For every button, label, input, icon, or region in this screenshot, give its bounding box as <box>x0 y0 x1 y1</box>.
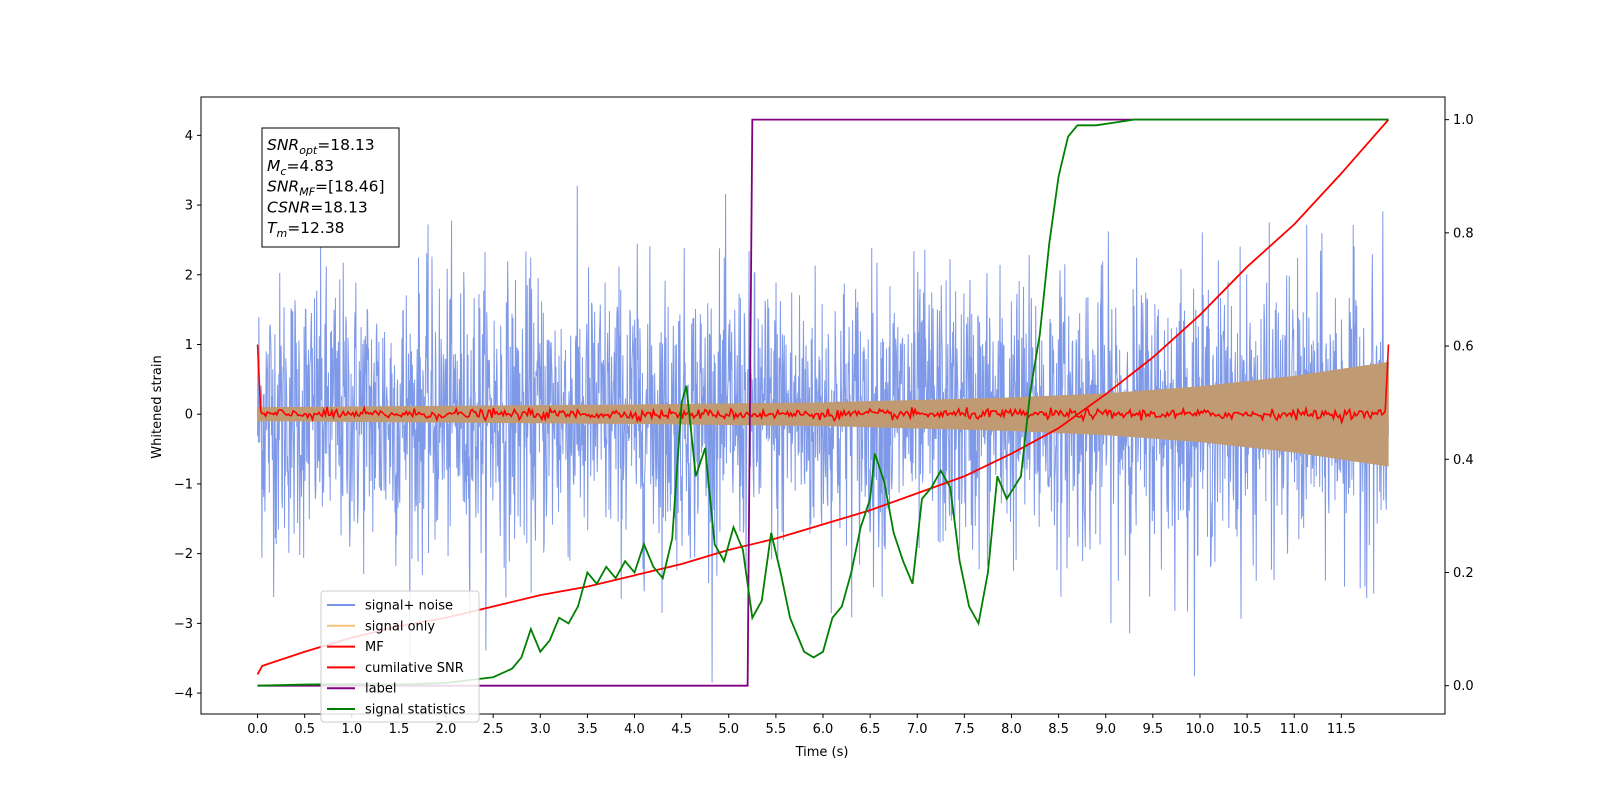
y-axis-title: Whitened strain <box>150 355 165 458</box>
y-tick-label: 0 <box>185 408 193 423</box>
x-tick-label: 0.0 <box>247 722 268 737</box>
series-mf <box>256 344 1390 426</box>
x-tick-label: 6.5 <box>860 722 881 737</box>
x-tick-label: 3.0 <box>530 722 551 737</box>
annotation-line: SNRopt=18.13 <box>267 136 375 157</box>
x-tick-label: 2.5 <box>483 722 504 737</box>
x-tick-label: 7.5 <box>954 722 975 737</box>
y-axis-left: −4 −3 −2 −1 0 1 2 3 4 <box>174 129 201 702</box>
x-tick-label: 2.0 <box>436 722 457 737</box>
x-axis-title: Time (s) <box>795 745 849 760</box>
x-tick-label: 1.5 <box>389 722 410 737</box>
x-tick-label: 5.5 <box>766 722 787 737</box>
y2-tick-label: 0.2 <box>1453 566 1474 581</box>
x-tick-label: 8.0 <box>1001 722 1022 737</box>
y-tick-label: −1 <box>174 477 193 492</box>
x-tick-label: 7.0 <box>907 722 928 737</box>
legend-label: signal statistics <box>365 703 466 718</box>
x-tick-label: 4.0 <box>624 722 645 737</box>
x-tick-label: 6.0 <box>813 722 834 737</box>
x-tick-label: 11.5 <box>1327 722 1356 737</box>
y-tick-label: −3 <box>174 617 193 632</box>
annotation-line: Mc=4.83 <box>267 157 334 178</box>
legend-label: MF <box>365 640 384 655</box>
x-tick-label: 0.5 <box>294 722 315 737</box>
x-tick-label: 1.0 <box>341 722 362 737</box>
annotation-line: CSNR=18.13 <box>267 198 368 216</box>
x-tick-label: 8.5 <box>1048 722 1069 737</box>
annotation-line: Tm=12.38 <box>267 219 345 240</box>
annotation-line: SNRMF=[18.46] <box>267 178 385 199</box>
x-tick-label: 3.5 <box>577 722 598 737</box>
y-tick-label: 3 <box>185 199 193 214</box>
x-axis: 0.0 0.5 1.0 1.5 2.0 2.5 3.0 3.5 4.0 4.5 5.0 5.5 6.0 6… <box>247 714 1356 737</box>
x-tick-label: 10.5 <box>1233 722 1262 737</box>
x-tick-label: 9.5 <box>1143 722 1164 737</box>
y-tick-label: 1 <box>185 338 193 353</box>
y-tick-label: 4 <box>185 129 193 144</box>
x-tick-label: 5.0 <box>718 722 739 737</box>
series-label <box>257 118 1389 687</box>
y2-tick-label: 0.4 <box>1453 453 1474 468</box>
y-tick-label: 2 <box>185 268 193 283</box>
y2-tick-label: 0.8 <box>1453 226 1474 241</box>
legend-label: signal only <box>365 619 435 634</box>
series-signal-statistics <box>257 118 1389 687</box>
x-tick-label: 11.0 <box>1280 722 1309 737</box>
legend-label: cumilative SNR <box>365 661 464 676</box>
y-tick-label: −4 <box>174 687 193 702</box>
y-axis-right: 0.0 0.2 0.4 0.6 0.8 1.0 <box>1445 113 1474 694</box>
legend-label: signal+ noise <box>365 599 453 614</box>
y2-tick-label: 1.0 <box>1453 113 1474 128</box>
y2-tick-label: 0.6 <box>1453 340 1474 355</box>
x-tick-label: 10.0 <box>1185 722 1214 737</box>
legend: signal+ noise signal only MF cumilative SNR… <box>320 590 480 723</box>
x-tick-label: 4.5 <box>671 722 692 737</box>
legend-label: label <box>365 682 396 697</box>
x-tick-label: 9.0 <box>1095 722 1116 737</box>
annotation-box: SNRopt=18.13Mc=4.83SNRMF=[18.46]CSNR=18.… <box>261 127 400 248</box>
y2-tick-label: 0.0 <box>1453 679 1474 694</box>
y-tick-label: −2 <box>174 547 193 562</box>
series-signal-only <box>257 361 1389 467</box>
